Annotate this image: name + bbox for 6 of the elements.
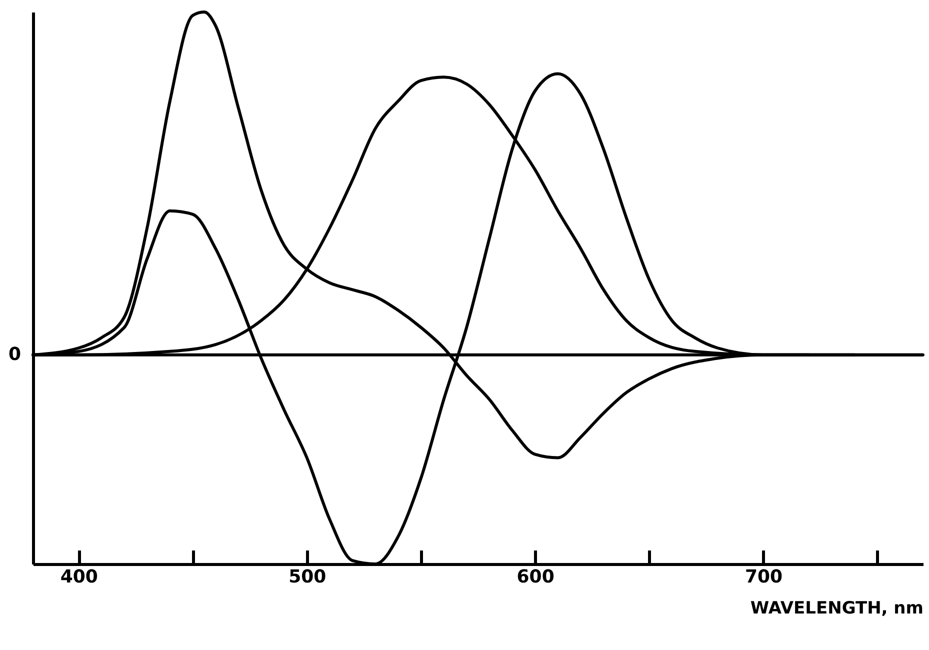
x-tick-label: 500 <box>288 566 326 588</box>
x-tick-label: 600 <box>516 566 554 588</box>
x-tick-label: 700 <box>744 566 783 588</box>
x-tick-label: 400 <box>60 566 98 588</box>
ref-line-label: 0 <box>8 344 21 365</box>
x-axis-title: WAVELENGTH, nm <box>750 598 924 618</box>
